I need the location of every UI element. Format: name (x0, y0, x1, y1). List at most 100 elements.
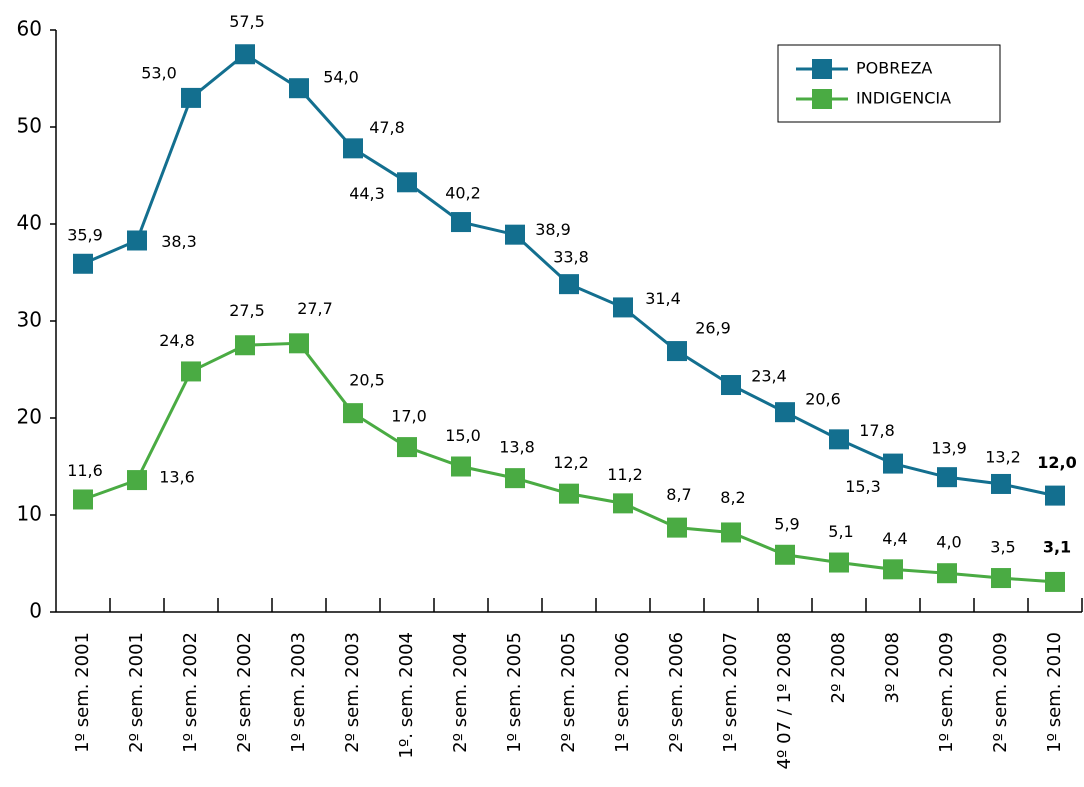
value-label: 4,4 (882, 529, 907, 548)
marker (1045, 571, 1065, 592)
legend-box (777, 44, 1001, 123)
x-tick-label: 1º sem. 2009 (936, 632, 957, 753)
value-label: 13,8 (499, 438, 535, 457)
x-tick-label: 2º sem. 2006 (666, 632, 687, 753)
value-label: 38,3 (161, 232, 197, 251)
value-label: 20,6 (805, 390, 841, 409)
marker (829, 552, 849, 573)
marker (775, 402, 795, 423)
value-label: 11,2 (607, 465, 643, 484)
y-tick-label: 40 (17, 211, 42, 235)
value-label: 8,7 (666, 485, 691, 504)
marker (883, 453, 903, 474)
marker (775, 544, 795, 565)
value-label: 38,9 (535, 220, 571, 239)
marker (181, 87, 201, 108)
marker (667, 517, 687, 538)
marker (937, 467, 957, 488)
marker (721, 522, 741, 543)
y-tick-label: 20 (17, 405, 42, 429)
x-tick-label: 1º sem. 2003 (288, 632, 309, 753)
y-tick-label: 10 (17, 502, 42, 526)
x-tick-label: 4º 07 / 1º 2008 (774, 632, 795, 770)
value-label: 12,0 (1037, 453, 1076, 472)
value-label: 27,7 (297, 299, 333, 318)
legend-marker (812, 59, 832, 79)
value-label: 53,0 (141, 63, 177, 82)
marker (127, 470, 147, 491)
x-tick-label: 2º sem. 2004 (450, 632, 471, 753)
marker (73, 253, 93, 274)
value-label: 44,3 (349, 184, 385, 203)
value-label: 35,9 (67, 225, 103, 244)
value-label: 31,4 (645, 289, 681, 308)
value-label: 24,8 (159, 331, 195, 350)
value-label: 47,8 (369, 118, 405, 137)
value-label: 3,1 (1043, 537, 1071, 556)
value-label: 4,0 (936, 533, 961, 552)
marker (721, 375, 741, 396)
marker (397, 172, 417, 193)
value-label: 40,2 (445, 184, 481, 203)
marker (991, 473, 1011, 494)
marker (343, 138, 363, 159)
value-label: 13,9 (931, 439, 967, 458)
marker (451, 456, 471, 477)
value-label: 3,5 (990, 538, 1015, 557)
x-tick-label: 1º sem. 2010 (1044, 632, 1065, 753)
marker (289, 78, 309, 99)
value-label: 12,2 (553, 453, 589, 472)
marker (181, 361, 201, 382)
value-label: 26,9 (695, 319, 731, 338)
value-label: 8,2 (720, 488, 745, 507)
value-label: 57,5 (229, 12, 265, 31)
value-label: 20,5 (349, 371, 385, 390)
y-tick-label: 30 (17, 308, 42, 332)
marker (613, 493, 633, 514)
value-label: 5,9 (774, 514, 799, 533)
x-tick-label: 1º sem. 2005 (504, 632, 525, 753)
x-tick-label: 1º sem. 2002 (180, 632, 201, 753)
x-tick-label: 1º sem. 2001 (72, 632, 93, 753)
legend-label: INDIGENCIA (856, 89, 951, 108)
marker (1045, 485, 1065, 506)
x-tick-label: 2º sem. 2003 (342, 632, 363, 753)
marker (451, 212, 471, 233)
value-label: 33,8 (553, 248, 589, 267)
value-label: 23,4 (751, 367, 787, 386)
marker (289, 333, 309, 354)
marker (883, 559, 903, 580)
marker (559, 274, 579, 295)
value-label: 13,2 (985, 447, 1021, 466)
value-label: 13,6 (159, 468, 195, 487)
marker (991, 568, 1011, 589)
y-tick-label: 0 (29, 599, 42, 623)
x-tick-label: 3º 2008 (882, 632, 903, 703)
x-tick-label: 2º sem. 2009 (990, 632, 1011, 753)
marker (127, 230, 147, 251)
value-label: 17,0 (391, 407, 427, 426)
x-tick-label: 1º. sem. 2004 (396, 632, 417, 759)
marker (235, 335, 255, 356)
x-tick-label: 1º sem. 2006 (612, 632, 633, 753)
marker (937, 563, 957, 584)
value-label: 15,3 (845, 477, 881, 496)
x-tick-label: 2º sem. 2001 (126, 632, 147, 753)
legend-label: POBREZA (856, 59, 932, 78)
x-tick-label: 1º sem. 2007 (720, 632, 741, 753)
x-tick-label: 2º sem. 2005 (558, 632, 579, 753)
x-tick-label: 2º sem. 2002 (234, 632, 255, 753)
legend-marker (812, 89, 832, 109)
value-label: 15,0 (445, 426, 481, 445)
marker (829, 429, 849, 450)
marker (613, 297, 633, 318)
marker (397, 437, 417, 458)
x-tick-label: 2º 2008 (828, 632, 849, 703)
marker (73, 489, 93, 510)
marker (667, 341, 687, 362)
value-label: 5,1 (828, 522, 853, 541)
value-label: 54,0 (323, 68, 359, 87)
y-tick-label: 60 (17, 17, 42, 41)
value-label: 27,5 (229, 301, 265, 320)
